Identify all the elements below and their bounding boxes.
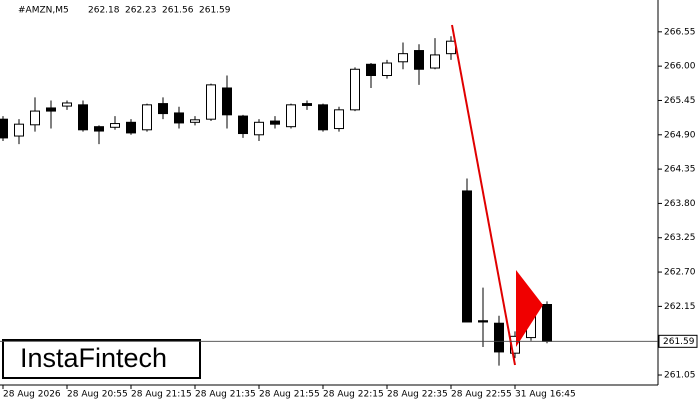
logo-box: [2, 339, 201, 379]
y-tick-label: 263.25: [664, 233, 696, 243]
header-low: 261.56: [162, 6, 194, 16]
candle-body: [302, 103, 312, 106]
x-tick-label: 28 Aug 22:55: [451, 390, 512, 400]
y-tick-label: 262.15: [664, 302, 696, 312]
candle-body: [206, 84, 216, 120]
candle-body: [478, 320, 488, 323]
candle-body: [78, 104, 88, 131]
candle-body: [414, 50, 424, 70]
candle-body: [366, 63, 376, 77]
candle-body: [254, 121, 264, 136]
current-price-box: [658, 334, 698, 348]
candle-body: [462, 190, 472, 323]
x-tick-label: 28 Aug 21:15: [131, 390, 192, 400]
y-tick-label: 266.00: [664, 62, 696, 72]
candle-body: [494, 322, 504, 353]
candle-body: [158, 103, 168, 115]
y-tick-label: 264.90: [664, 130, 696, 140]
candle-body: [350, 68, 360, 111]
candle-body: [286, 104, 296, 128]
candle-body: [62, 102, 72, 107]
candle-body: [46, 107, 56, 112]
x-tick-label: 28 Aug 21:35: [195, 390, 256, 400]
x-tick-label: 28 Aug 21:55: [259, 390, 320, 400]
x-tick-label: 28 Aug 20:55: [67, 390, 128, 400]
x-tick-label: 28 Aug 2026: [3, 390, 61, 400]
pattern-flag: [516, 270, 543, 347]
candle-body: [14, 123, 24, 137]
candle-body: [30, 110, 40, 126]
logo: InstaFintech: [20, 343, 167, 373]
x-tick-label: 28 Aug 22:15: [323, 390, 384, 400]
candle-body: [542, 304, 552, 342]
candle-body: [382, 62, 392, 77]
current-price-label: 261.59: [663, 337, 695, 347]
candle-body: [222, 87, 232, 116]
y-tick-label: 264.35: [664, 165, 696, 175]
candle-body: [334, 109, 344, 130]
y-tick-label: 261.05: [664, 371, 696, 381]
pattern-pole: [451, 24, 516, 366]
y-tick-label: 265.45: [664, 96, 696, 106]
plot: [0, 36, 552, 366]
x-tick-label: 31 Aug 16:45: [515, 390, 576, 400]
header-open: 262.18: [88, 6, 120, 16]
candle-body: [174, 112, 184, 124]
candle-body: [142, 104, 152, 131]
candle-body: [94, 126, 104, 132]
y-tick-label: 262.70: [664, 268, 696, 278]
candle-body: [398, 53, 408, 63]
x-tick-label: 28 Aug 22:35: [387, 390, 448, 400]
candle-body: [238, 115, 248, 135]
candle-body: [446, 40, 456, 55]
candle-body: [0, 118, 8, 139]
candle-body: [126, 121, 136, 134]
candle-body: [318, 104, 328, 131]
y-tick-label: 266.55: [664, 27, 696, 37]
candle-body: [190, 119, 200, 123]
candle-body: [430, 54, 440, 69]
y-tick-label: 263.80: [664, 199, 696, 209]
header-high: 262.23: [125, 6, 157, 16]
symbol: #AMZN,M5: [18, 6, 69, 16]
candle-body: [110, 123, 120, 128]
candle-body: [270, 120, 280, 125]
header-close: 261.59: [199, 6, 231, 16]
